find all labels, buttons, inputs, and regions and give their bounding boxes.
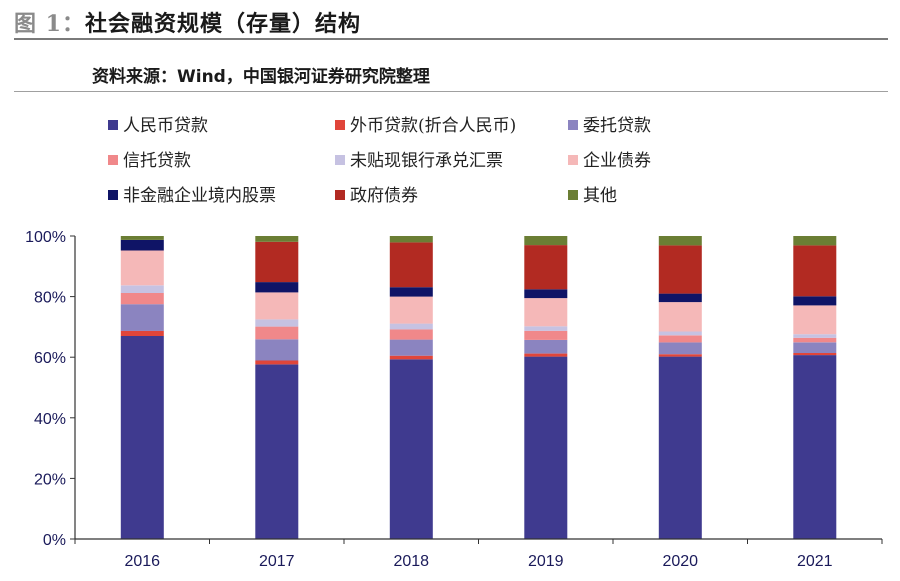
bar-segment: [389, 329, 433, 340]
y-tick-label: 60%: [34, 350, 66, 367]
legend-swatch: [568, 120, 578, 130]
bar-segment: [658, 331, 702, 336]
legend-swatch: [568, 155, 578, 165]
legend-label: 人民币贷款: [123, 116, 208, 136]
x-tick-label: 2020: [662, 553, 698, 570]
x-tick-label: 2016: [124, 553, 160, 570]
bar-segment: [120, 330, 164, 336]
bar-segment: [255, 364, 299, 539]
figure-title-text: 社会融资规模（存量）结构: [84, 11, 361, 37]
source-note: 资料来源：Wind，中国银河证券研究院整理: [92, 67, 430, 87]
bar-segment: [255, 282, 299, 293]
y-tick-label: 20%: [34, 471, 66, 488]
bar-segment: [658, 356, 702, 539]
bar-segment: [120, 336, 164, 539]
bar-segment: [793, 337, 837, 343]
legend-swatch: [335, 155, 345, 165]
bar-segment: [658, 302, 702, 332]
bar-segment: [120, 239, 164, 251]
legend-swatch: [108, 155, 118, 165]
bar-segment: [793, 353, 837, 356]
legend-label: 企业债券: [583, 151, 651, 171]
bar-segment: [793, 296, 837, 306]
bar-segment: [524, 236, 568, 246]
bar-segment: [658, 293, 702, 303]
bar-segment: [524, 339, 568, 354]
bar-segment: [120, 304, 164, 331]
bar-segment: [524, 353, 568, 357]
bar-segment: [255, 236, 299, 242]
legend-label: 其他: [583, 186, 617, 206]
bar-segment: [793, 334, 837, 338]
legend-label: 政府债券: [350, 186, 418, 206]
bars: [120, 236, 837, 539]
bar-segment: [120, 250, 164, 286]
legend-label: 委托贷款: [583, 116, 651, 136]
y-tick-label: 0%: [43, 532, 66, 549]
figure-title: 图 1：社会融资规模（存量）结构: [14, 6, 361, 38]
bar-segment: [120, 236, 164, 240]
legend-swatch: [108, 120, 118, 130]
bar-segment: [255, 241, 299, 283]
figure-number: 图 1：: [14, 11, 85, 37]
bar-segment: [389, 323, 433, 330]
bar-segment: [389, 355, 433, 360]
legend-label: 信托贷款: [123, 151, 191, 171]
x-tick-label: 2018: [393, 553, 429, 570]
bar-segment: [793, 355, 837, 539]
y-tick-label: 40%: [34, 411, 66, 428]
legend-swatch: [335, 120, 345, 130]
title-rule: [14, 38, 888, 40]
legend-swatch: [108, 190, 118, 200]
legend-swatch: [335, 190, 345, 200]
bar-segment: [255, 319, 299, 327]
bar-segment: [255, 326, 299, 340]
bar-segment: [793, 245, 837, 297]
bar-segment: [793, 305, 837, 335]
bar-segment: [255, 339, 299, 361]
x-tick-label: 2017: [259, 553, 295, 570]
bar-segment: [793, 236, 837, 246]
legend-label: 未贴现银行承兑汇票: [350, 151, 503, 171]
bar-segment: [524, 356, 568, 539]
bar-segment: [120, 293, 164, 305]
bar-segment: [658, 245, 702, 294]
bar-segment: [793, 342, 837, 353]
bar-segment: [524, 289, 568, 299]
bar-segment: [255, 360, 299, 365]
bar-segment: [524, 330, 568, 340]
bar-segment: [658, 236, 702, 246]
bar-segment: [524, 245, 568, 290]
axes: 0% 20% 40% 60% 80% 100% 2016 2017 2018 2019 2020 20…: [25, 229, 883, 570]
bar-segment: [389, 242, 433, 288]
y-tick-label: 100%: [25, 229, 66, 246]
bar-segment: [389, 287, 433, 297]
bar-segment: [120, 285, 164, 293]
legend-label: 外币贷款(折合人民币): [350, 116, 516, 136]
source-rule: [14, 91, 888, 92]
bar-segment: [524, 298, 568, 327]
bar-segment: [524, 326, 568, 331]
x-tick-label: 2021: [797, 553, 833, 570]
y-tick-label: 80%: [34, 290, 66, 307]
x-tick-label: 2019: [528, 553, 564, 570]
bar-segment: [389, 236, 433, 243]
bar-segment: [658, 342, 702, 355]
bar-segment: [389, 296, 433, 324]
bar-segment: [255, 292, 299, 320]
legend-swatch: [568, 190, 578, 200]
bar-segment: [658, 354, 702, 357]
bar-segment: [658, 335, 702, 343]
bar-segment: [389, 359, 433, 539]
legend-label: 非金融企业境内股票: [123, 186, 276, 206]
bar-segment: [389, 339, 433, 356]
